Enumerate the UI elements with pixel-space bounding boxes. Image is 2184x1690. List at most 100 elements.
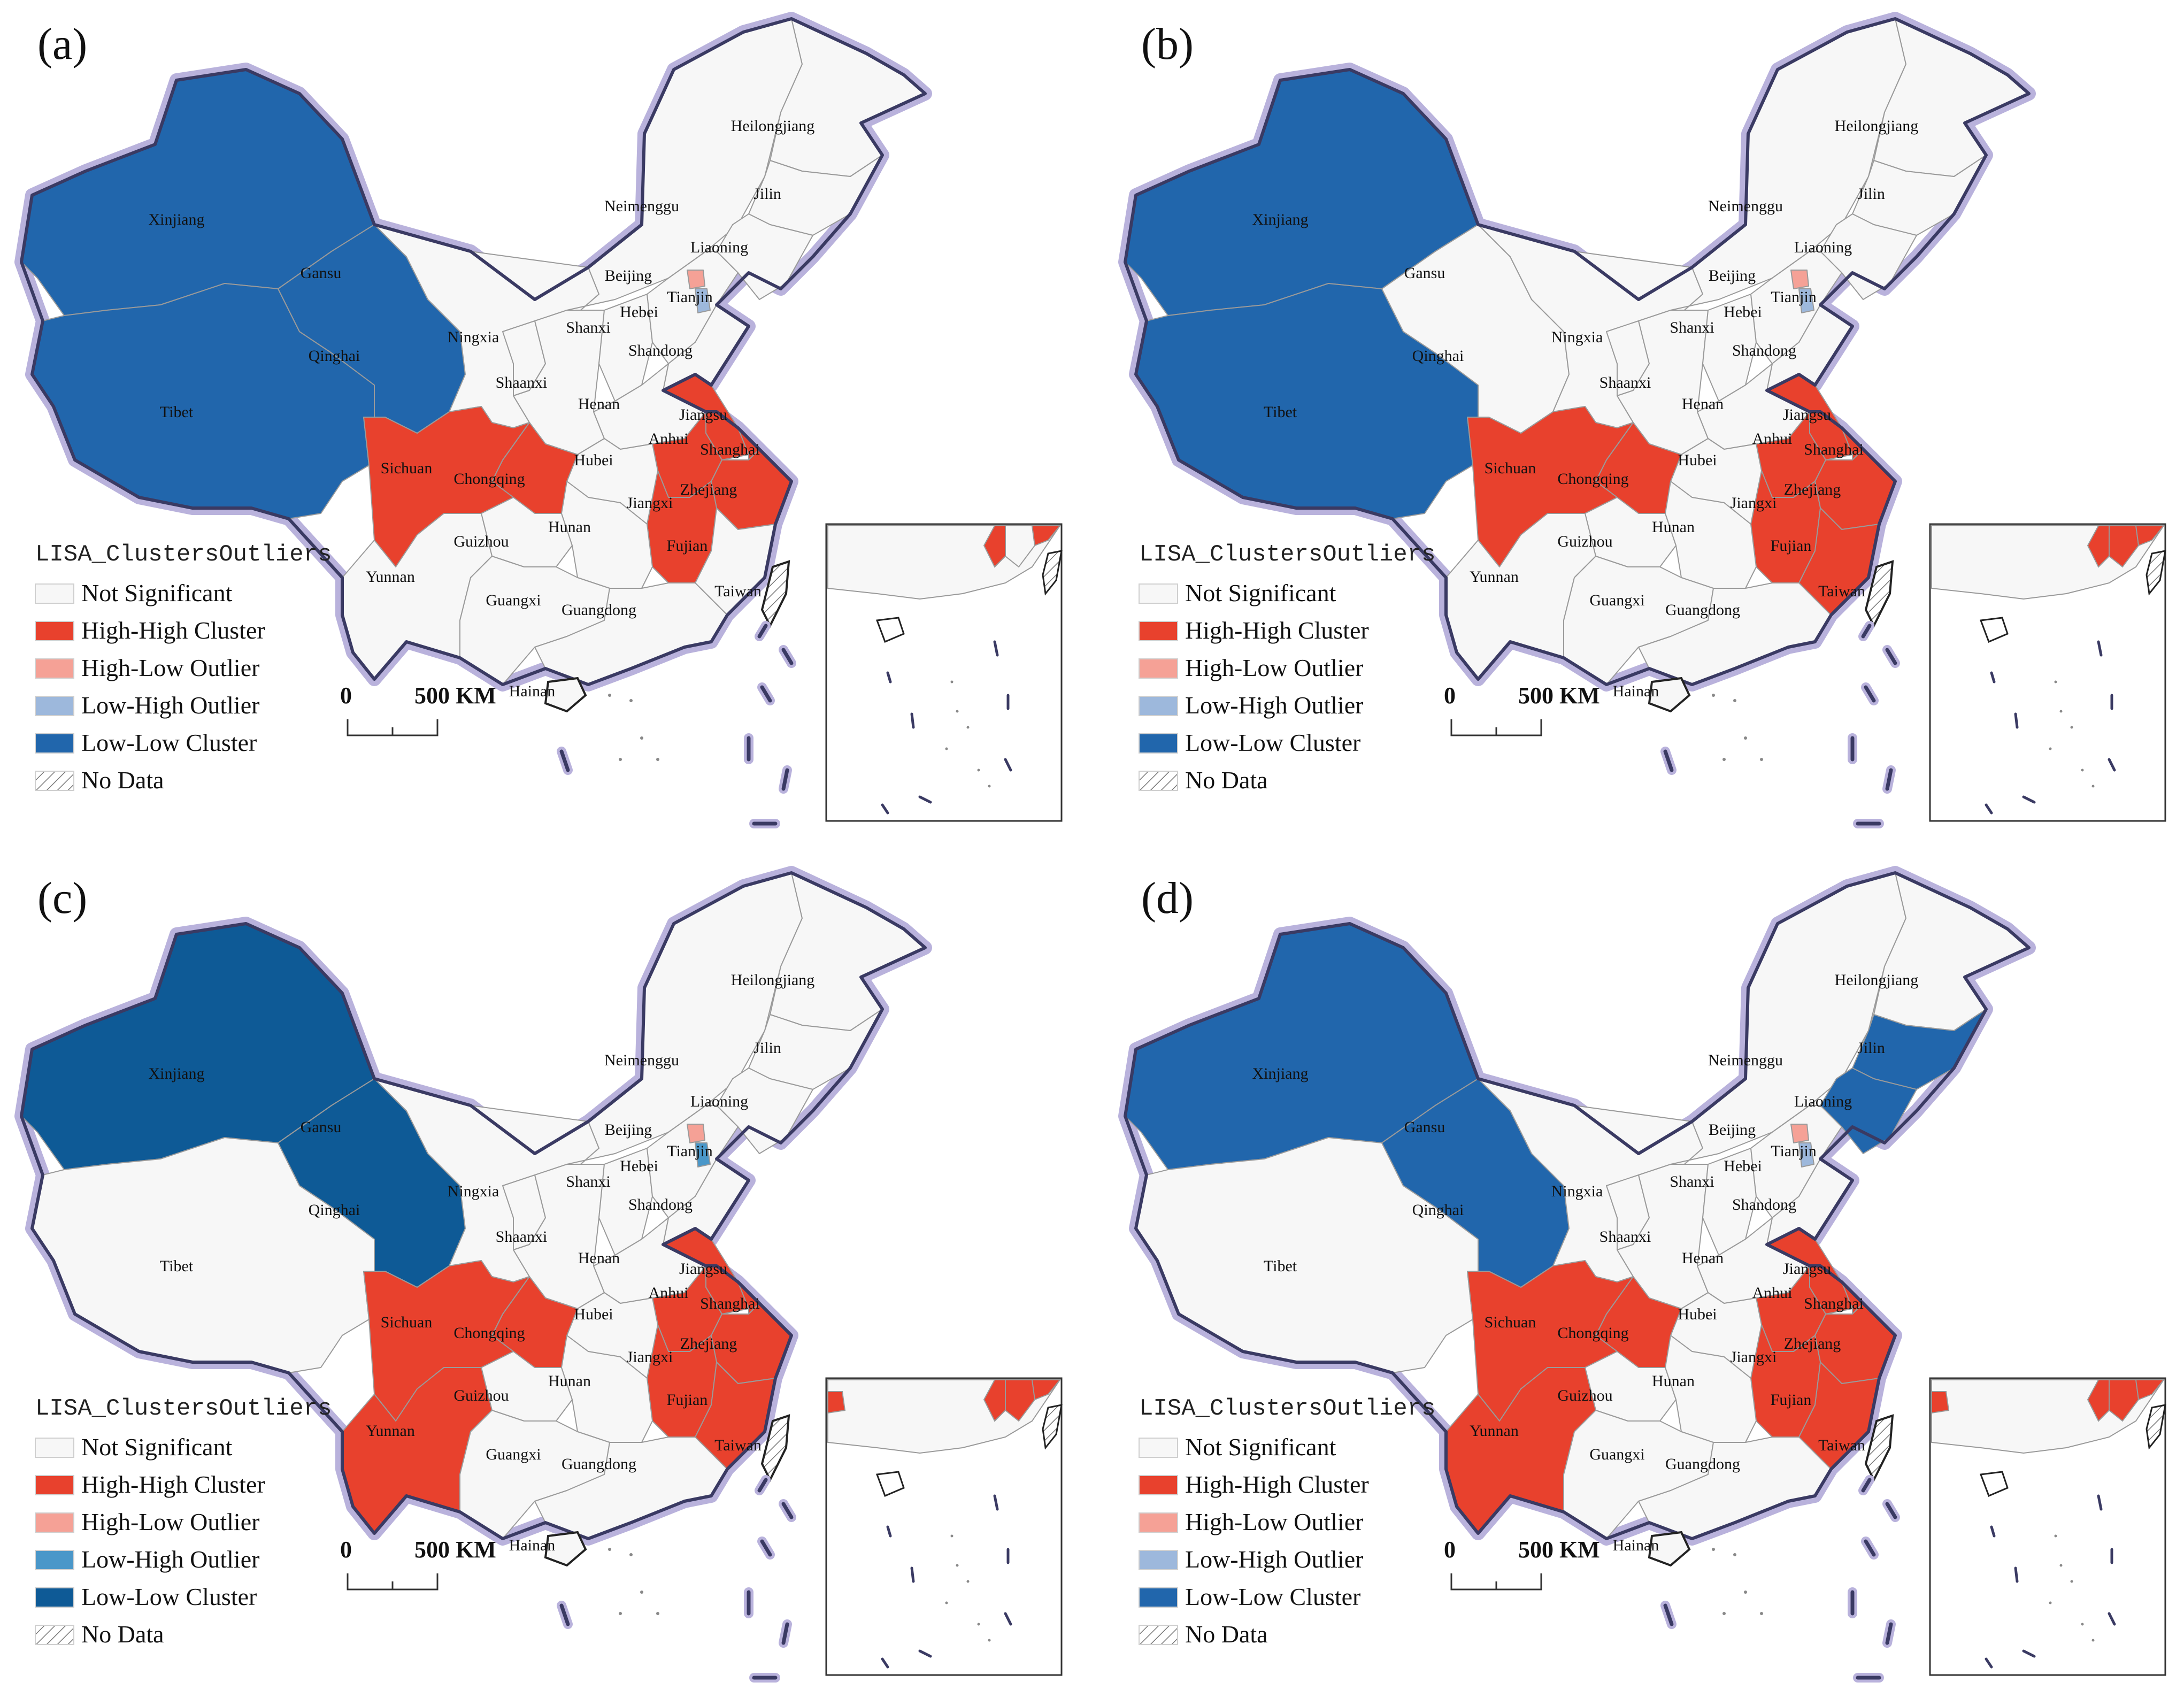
island-dot xyxy=(656,1612,659,1615)
legend-high-low-swatch xyxy=(1139,1512,1178,1533)
label-heilongjiang: Heilongjiang xyxy=(731,971,815,989)
inset-island-dot xyxy=(945,1601,948,1604)
sea-boundary-dash xyxy=(1663,749,1674,772)
inset-island-dot xyxy=(2070,726,2073,729)
label-shanghai: Shanghai xyxy=(700,1295,760,1312)
legend-high-low-label: High-Low Outlier xyxy=(1185,1508,1363,1535)
province-hebei xyxy=(1750,251,1842,364)
label-jiangxi: Jiangxi xyxy=(627,1348,673,1366)
legend-title: LISA_ClustersOutliers xyxy=(35,1395,332,1422)
inset-sea-dash xyxy=(1985,803,1993,815)
label-sichuan: Sichuan xyxy=(1485,459,1536,477)
label-hubei: Hubei xyxy=(574,1305,613,1323)
label-chongqing: Chongqing xyxy=(1557,1324,1628,1342)
south-china-sea-inset xyxy=(1929,1377,2166,1676)
scale-bar-distance: 500 KM xyxy=(1518,682,1600,709)
inset-hainan xyxy=(875,1471,905,1497)
inset-island-dot xyxy=(2070,1580,2073,1583)
legend-not-significant-label: Not Significant xyxy=(81,579,233,606)
scale-bar-zero: 0 xyxy=(340,1537,352,1563)
label-liaoning: Liaoning xyxy=(1794,239,1852,256)
legend-not-significant-swatch xyxy=(35,583,74,604)
south-china-sea-inset xyxy=(1929,523,2166,822)
panel-label: (b) xyxy=(1141,19,1194,69)
inset-sea-dash xyxy=(2022,795,2036,804)
label-taiwan: Taiwan xyxy=(1818,582,1865,600)
map-panel-a: Xinjiang Qinghai Tibet Gansu Neimenggu Heilon… xyxy=(14,12,1063,828)
legend: LISA_ClustersOutliers Not Significant High… xyxy=(1139,541,1436,794)
label-fujian: Fujian xyxy=(1771,537,1812,555)
label-guangxi: Guangxi xyxy=(1589,592,1644,609)
inset-fujian xyxy=(1005,1379,1036,1422)
label-zhejiang: Zhejiang xyxy=(1784,1335,1841,1353)
label-qinghai: Qinghai xyxy=(309,1201,360,1219)
inset-zhejiang xyxy=(1031,1379,1062,1401)
label-chongqing: Chongqing xyxy=(453,470,525,488)
province-jilin xyxy=(748,155,883,236)
label-anhui: Anhui xyxy=(1752,430,1793,448)
label-gansu: Gansu xyxy=(1404,1118,1445,1136)
scale-bar-line xyxy=(347,1573,439,1591)
legend: LISA_ClustersOutliers Not Significant High… xyxy=(1139,1395,1436,1648)
label-shaanxi: Shaanxi xyxy=(1599,374,1651,391)
label-guizhou: Guizhou xyxy=(453,533,509,550)
inset-sea-dash xyxy=(1985,1657,1993,1669)
label-anhui: Anhui xyxy=(649,430,689,448)
label-guangdong: Guangdong xyxy=(1665,601,1740,619)
label-liaoning: Liaoning xyxy=(690,1093,748,1110)
inset-island-dot xyxy=(966,1580,970,1583)
inset-sea-dash xyxy=(1990,1525,1996,1538)
inset-island-dot xyxy=(945,747,948,750)
scale-bar: 0 500 KM xyxy=(1444,682,1600,736)
inset-island-dot xyxy=(2091,1639,2095,1642)
label-heilongjiang: Heilongjiang xyxy=(731,117,815,135)
label-neimenggu: Neimenggu xyxy=(604,1051,679,1069)
inset-jiangxi xyxy=(983,1379,1006,1422)
label-jiangsu: Jiangsu xyxy=(679,1260,727,1278)
label-taiwan: Taiwan xyxy=(714,1436,762,1454)
legend-not-significant-swatch xyxy=(35,1438,74,1458)
province-taiwan xyxy=(1864,1414,1894,1482)
label-shaanxi: Shaanxi xyxy=(496,374,548,391)
province-beijing xyxy=(687,270,705,289)
province-beijing xyxy=(1790,270,1809,289)
province-hainan xyxy=(544,1531,587,1567)
inset-sea-dash xyxy=(2097,1494,2103,1511)
label-jilin: Jilin xyxy=(1857,1039,1885,1057)
island-dot xyxy=(1760,758,1763,761)
province-hebei xyxy=(1750,1105,1842,1218)
island-dot xyxy=(1744,1591,1747,1594)
label-liaoning: Liaoning xyxy=(1794,1093,1852,1110)
south-china-sea-inset xyxy=(825,1377,1063,1676)
legend-low-high-label: Low-High Outlier xyxy=(1185,1546,1363,1573)
inset-sea-dash xyxy=(2022,1649,2036,1658)
label-guangdong: Guangdong xyxy=(1665,1455,1740,1473)
island-dot xyxy=(1760,1612,1763,1615)
label-xinjiang: Xinjiang xyxy=(149,211,205,228)
label-taiwan: Taiwan xyxy=(714,582,762,600)
legend-low-low-swatch xyxy=(1139,733,1178,754)
inset-island-dot xyxy=(2049,747,2052,750)
label-chongqing: Chongqing xyxy=(1557,470,1628,488)
province-taiwan xyxy=(1864,560,1894,628)
label-hebei: Hebei xyxy=(620,1157,658,1175)
label-guizhou: Guizhou xyxy=(453,1387,509,1404)
legend-low-high-label: Low-High Outlier xyxy=(81,1546,259,1573)
province-jilin xyxy=(1852,1009,1987,1090)
inset-sea-dash xyxy=(910,712,915,729)
sea-boundary-dash xyxy=(1885,648,1897,665)
label-ningxia: Ningxia xyxy=(448,328,499,346)
label-chongqing: Chongqing xyxy=(453,1324,525,1342)
label-sichuan: Sichuan xyxy=(381,459,433,477)
inset-island-dot xyxy=(2081,1623,2084,1626)
inset-hainan xyxy=(875,617,905,643)
label-hebei: Hebei xyxy=(1724,303,1762,321)
province-labels: Xinjiang Qinghai Tibet Gansu Neimenggu Heilon… xyxy=(149,117,815,700)
legend-low-low-label: Low-Low Cluster xyxy=(1185,1583,1360,1610)
label-ningxia: Ningxia xyxy=(1551,1182,1603,1200)
island-dot xyxy=(629,1553,633,1556)
legend-low-low-swatch xyxy=(35,733,74,754)
scale-bar-line xyxy=(1450,719,1542,736)
legend-low-high-label: Low-High Outlier xyxy=(81,692,259,719)
label-shandong: Shandong xyxy=(628,1196,693,1213)
